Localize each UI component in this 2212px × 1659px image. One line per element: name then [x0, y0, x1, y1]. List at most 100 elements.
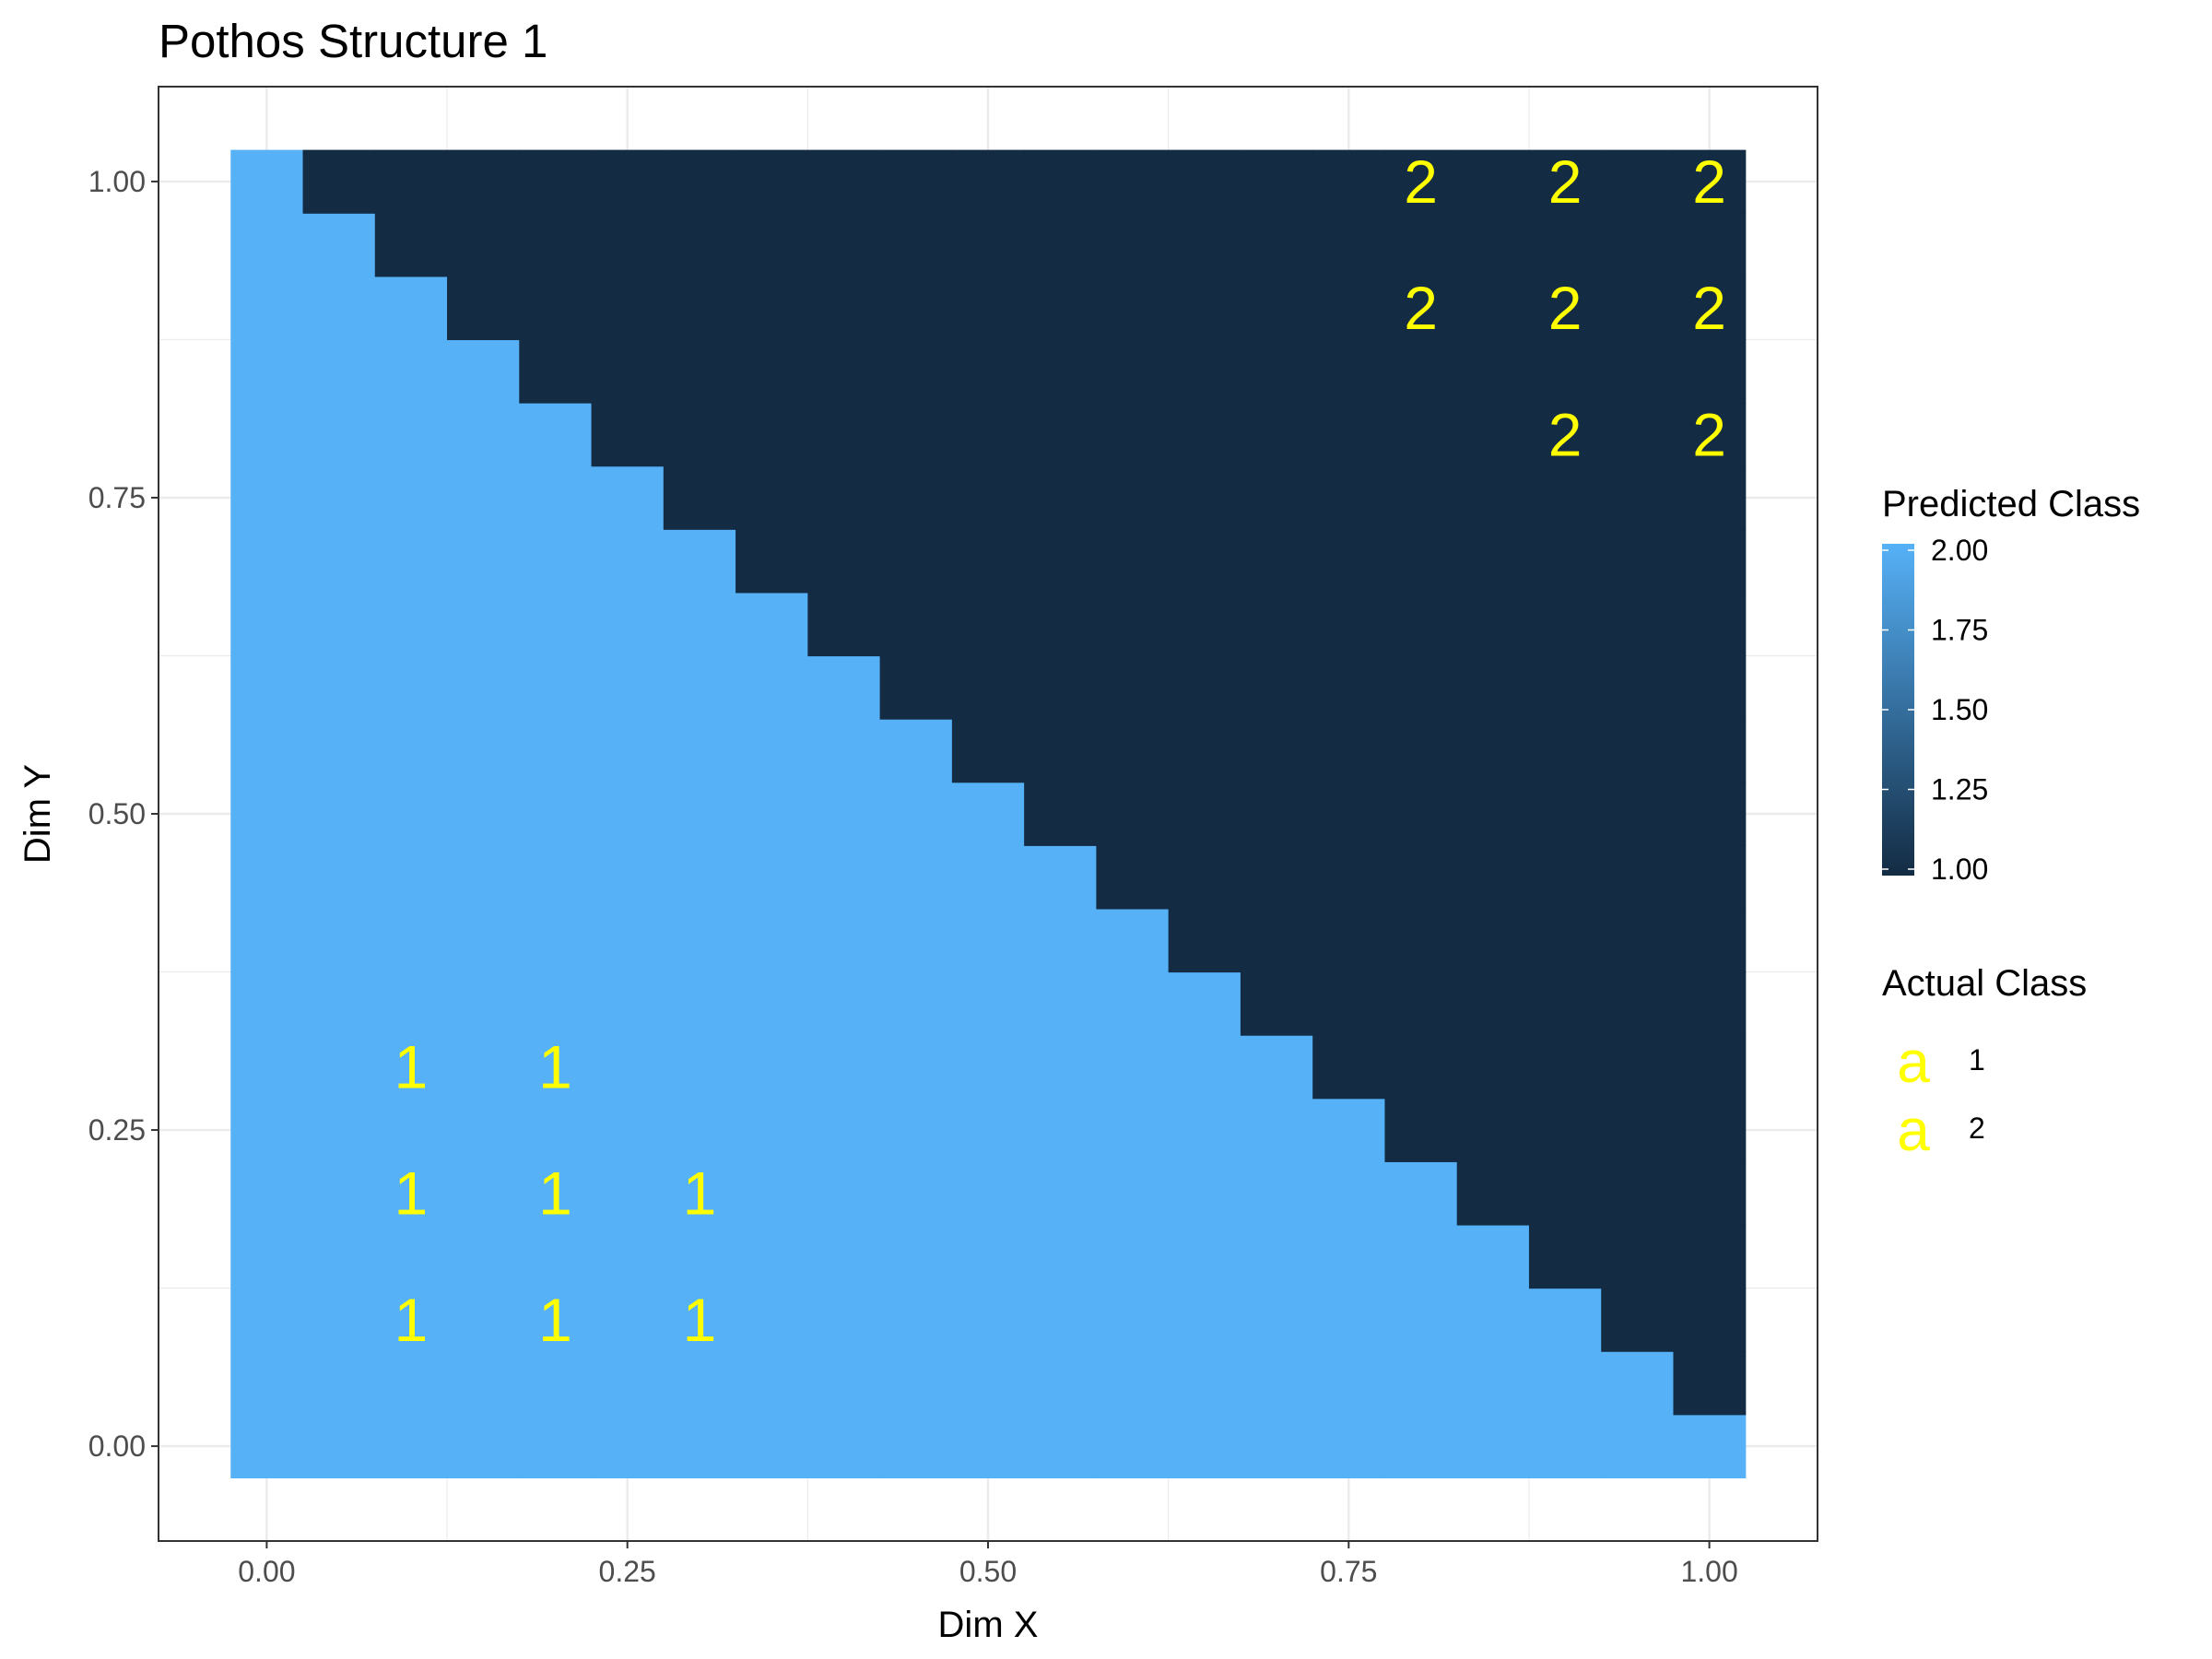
x-axis-title: Dim X — [938, 1605, 1039, 1645]
legend-predicted-class: Predicted Class 2.00 1.75 1.50 1.25 1.00 — [1882, 484, 2140, 886]
heatmap-tile — [1096, 149, 1170, 214]
heatmap-tile — [374, 592, 448, 657]
heatmap-tile — [663, 1161, 736, 1226]
heatmap-tile — [1168, 1098, 1241, 1162]
heatmap-tile — [1673, 719, 1747, 783]
heatmap-tile — [1456, 1161, 1530, 1226]
heatmap-tile — [879, 403, 953, 467]
heatmap-tile — [1673, 403, 1747, 467]
heatmap-tile — [519, 1098, 593, 1162]
heatmap-tile — [230, 1035, 304, 1100]
heatmap-tile — [1168, 782, 1241, 846]
heatmap-tile — [807, 592, 881, 657]
heatmap-tile — [230, 465, 304, 530]
heatmap-tile — [374, 845, 448, 910]
heatmap-tile — [1240, 1351, 1313, 1416]
heatmap-tile — [735, 276, 808, 341]
data-point-label: 1 — [394, 1032, 429, 1100]
heatmap-tile — [1168, 1224, 1241, 1289]
heatmap-tile — [1096, 1414, 1170, 1478]
heatmap-tile — [230, 213, 304, 277]
heatmap-tile — [230, 1224, 304, 1289]
heatmap-tile — [1673, 1224, 1747, 1289]
heatmap-tile — [1384, 1414, 1458, 1478]
heatmap-tile — [519, 1224, 593, 1289]
heatmap-tile — [447, 1414, 520, 1478]
heatmap-tile — [951, 529, 1025, 594]
data-point-label: 2 — [1404, 147, 1438, 216]
heatmap-tile — [519, 655, 593, 720]
heatmap-tile — [1168, 465, 1241, 530]
heatmap-tile — [1024, 149, 1097, 214]
heatmap-tile — [663, 592, 736, 657]
heatmap-tile — [1384, 1098, 1458, 1162]
data-point-label: 2 — [1548, 274, 1583, 342]
heatmap-tile — [1384, 1161, 1458, 1226]
heatmap-tile — [447, 529, 520, 594]
heatmap-tile — [735, 1288, 808, 1352]
heatmap-tile — [735, 403, 808, 467]
heatmap-tile — [1024, 1224, 1097, 1289]
data-point-label: 1 — [394, 1286, 429, 1354]
heatmap-tile — [879, 719, 953, 783]
heatmap-tile — [735, 1161, 808, 1226]
heatmap-tile — [1384, 971, 1458, 1036]
heatmap-tile — [663, 782, 736, 846]
heatmap-tile — [807, 403, 881, 467]
heatmap-tile — [1240, 529, 1313, 594]
heatmap-tile — [302, 1414, 376, 1478]
heatmap-tile — [1456, 403, 1530, 467]
heatmap-tile — [591, 339, 665, 404]
data-point-label: 2 — [1692, 400, 1726, 468]
heatmap-tile — [1528, 339, 1602, 404]
heatmap-tile — [735, 339, 808, 404]
heatmap-tile — [1168, 971, 1241, 1036]
heatmap-tile — [1240, 1035, 1313, 1100]
heatmap-tile — [1312, 845, 1386, 910]
heatmap-tile — [374, 1351, 448, 1416]
heatmap-tile — [1384, 655, 1458, 720]
heatmap-tile — [1312, 908, 1386, 973]
heatmap-tile — [1240, 339, 1313, 404]
heatmap-tile — [1456, 213, 1530, 277]
heatmap-tile — [1601, 1098, 1675, 1162]
heatmap-tile — [519, 1351, 593, 1416]
heatmap-tile — [1096, 845, 1170, 910]
heatmap-tile — [1673, 782, 1747, 846]
colorbar-label: 2.00 — [1931, 534, 1988, 567]
heatmap-tile — [591, 655, 665, 720]
heatmap-tile — [663, 465, 736, 530]
heatmap-tile — [302, 971, 376, 1036]
heatmap-tile — [374, 465, 448, 530]
heatmap-tile — [1528, 655, 1602, 720]
heatmap-tile — [1240, 276, 1313, 341]
heatmap-tile — [1240, 403, 1313, 467]
heatmap-tile — [1384, 1351, 1458, 1416]
heatmap-tile — [1601, 845, 1675, 910]
heatmap-tile — [879, 592, 953, 657]
heatmap-tile — [1168, 1288, 1241, 1352]
heatmap-tile — [1528, 276, 1602, 341]
heatmap-tile — [879, 149, 953, 214]
heatmap-tile — [879, 782, 953, 846]
heatmap-tile — [951, 971, 1025, 1036]
heatmap-tile — [1528, 782, 1602, 846]
heatmap-tile — [735, 465, 808, 530]
heatmap-tile — [1312, 971, 1386, 1036]
heatmap-tile — [879, 339, 953, 404]
heatmap-tile — [519, 276, 593, 341]
point-label-layer: 1 1 1 1 1 1 1 1 2 2 2 2 2 2 2 2 — [394, 147, 1726, 1354]
heatmap-tile — [1601, 908, 1675, 973]
heatmap-tile — [1096, 1288, 1170, 1352]
heatmap-tile — [1240, 782, 1313, 846]
heatmap-tile — [735, 1351, 808, 1416]
heatmap-tile — [1528, 529, 1602, 594]
heatmap-tile — [1096, 339, 1170, 404]
heatmap-tile — [807, 908, 881, 973]
heatmap-tile — [1673, 1288, 1747, 1352]
heatmap-tile — [663, 1414, 736, 1478]
heatmap-tile — [1384, 403, 1458, 467]
heatmap-tile — [879, 213, 953, 277]
heatmap-tile — [663, 971, 736, 1036]
heatmap-tile — [1456, 845, 1530, 910]
